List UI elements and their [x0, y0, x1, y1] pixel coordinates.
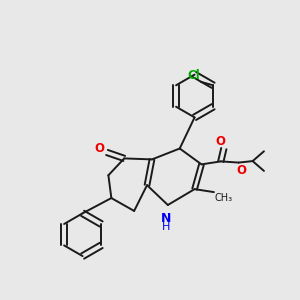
- Text: O: O: [236, 164, 246, 177]
- Text: N: N: [161, 212, 172, 225]
- Text: O: O: [216, 135, 226, 148]
- Text: CH₃: CH₃: [214, 193, 232, 203]
- Text: H: H: [162, 222, 170, 232]
- Text: O: O: [95, 142, 105, 155]
- Text: Cl: Cl: [188, 69, 200, 82]
